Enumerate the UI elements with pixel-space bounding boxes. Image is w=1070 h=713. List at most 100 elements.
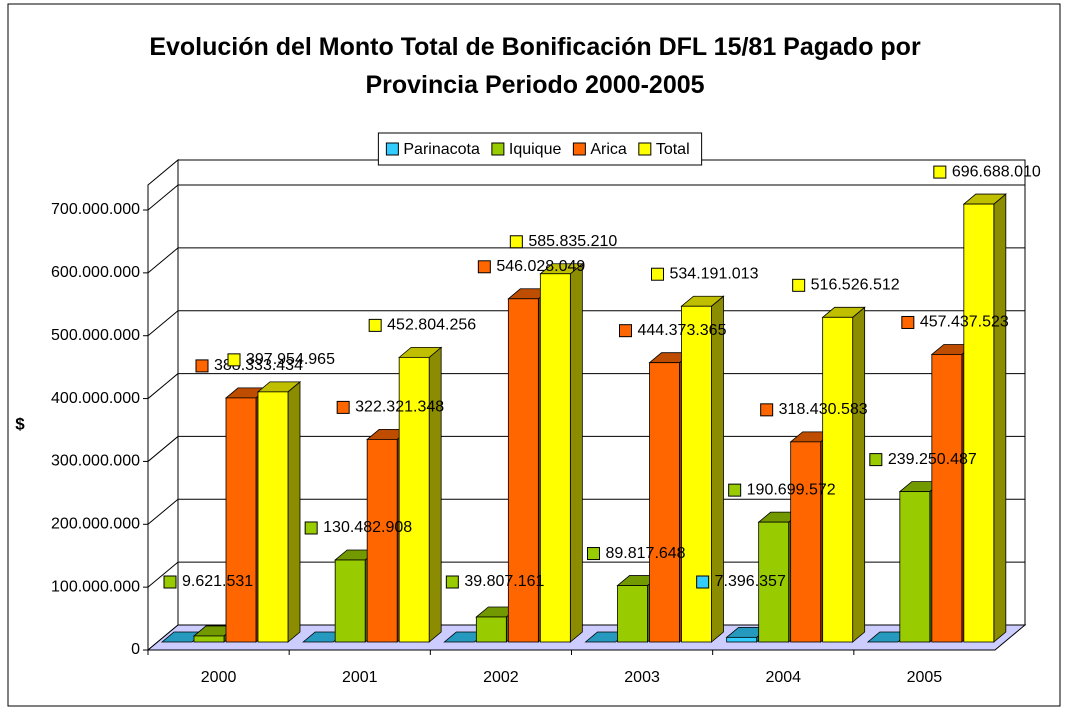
data-label-swatch (792, 278, 806, 292)
bar-face (507, 298, 539, 643)
data-label-swatch (304, 521, 318, 535)
data-label: 318.430.583 (779, 401, 868, 418)
bar-face (931, 354, 963, 643)
bar-face (475, 616, 507, 643)
legend-label: Parinacota (403, 141, 480, 158)
legend-swatch (385, 142, 399, 156)
data-label-swatch (619, 324, 632, 338)
data-label: 585.835.210 (528, 233, 617, 250)
bar-face (257, 391, 289, 643)
x-tick-label: 2001 (342, 669, 378, 686)
data-label-swatch (336, 400, 350, 414)
legend-swatch (638, 142, 652, 156)
grid-line (147, 310, 179, 337)
data-label-swatch (696, 575, 710, 589)
data-label: 546.028.049 (496, 258, 585, 275)
data-label-swatch (195, 359, 209, 373)
bar-face (225, 397, 257, 643)
bar-face (726, 636, 758, 643)
legend-label: Total (656, 141, 690, 158)
data-label-swatch (163, 575, 177, 589)
bar-face (398, 356, 430, 643)
bar (256, 381, 302, 643)
back-wall (177, 159, 1026, 626)
x-tick-label: 2003 (624, 669, 660, 686)
bar (821, 306, 866, 643)
bar-face (428, 346, 442, 643)
x-tick-label: 2005 (907, 669, 943, 686)
y-tick-label: 500.000.000 (51, 327, 140, 344)
data-label: 444.373.365 (638, 322, 727, 339)
data-label-swatch (477, 260, 491, 274)
y-tick-label: 600.000.000 (51, 264, 140, 281)
data-label-swatch (901, 315, 915, 329)
data-label-swatch (760, 403, 774, 417)
data-label: 7.396.357 (715, 573, 786, 590)
data-label-swatch (368, 318, 382, 332)
bar-face (790, 441, 822, 643)
data-label: 696.688.010 (952, 163, 1041, 180)
data-label-swatch (227, 353, 241, 367)
y-tick-label: 100.000.000 (51, 578, 140, 595)
bar-face (758, 521, 790, 643)
bar-face (287, 381, 301, 643)
bar-face (822, 316, 854, 643)
data-label-swatch (509, 235, 523, 249)
data-label-swatch (728, 483, 742, 497)
bar-face (681, 305, 712, 643)
data-label-swatch (587, 547, 600, 561)
data-label: 9.621.531 (182, 573, 253, 590)
bar (539, 262, 584, 643)
y-axis-label: $ (15, 414, 25, 433)
bar (398, 346, 443, 643)
data-label-swatch (933, 165, 947, 179)
bar-face (963, 203, 995, 643)
legend-label: Iquique (509, 141, 562, 158)
grid-line (147, 561, 179, 588)
grid-line (147, 498, 179, 525)
data-label: 130.482.908 (323, 519, 412, 536)
grid-line (147, 373, 179, 399)
x-tick-label: 2002 (483, 669, 519, 686)
data-label: 190.699.572 (747, 481, 836, 498)
data-label: 89.817.648 (606, 545, 686, 562)
data-label-swatch (445, 575, 459, 589)
bar-face (993, 193, 1007, 643)
data-label: 516.526.512 (811, 277, 900, 294)
bar-face (617, 585, 648, 643)
data-label: 322.321.348 (355, 399, 444, 416)
legend-label: Arica (590, 141, 627, 158)
data-label-swatch (869, 453, 883, 467)
y-tick-label: 700.000.000 (51, 201, 140, 218)
chart-title: Evolución del Monto Total de Bonificació… (149, 33, 921, 99)
data-label: 239.250.487 (888, 451, 977, 468)
x-tick-label: 2004 (765, 669, 801, 686)
y-tick-label: 200.000.000 (51, 516, 140, 533)
legend-swatch (572, 142, 586, 156)
data-label-swatch (651, 267, 664, 281)
x-tick-label: 2000 (201, 669, 237, 686)
grid-line (147, 184, 179, 211)
bar-face (366, 438, 398, 643)
bar-face (539, 273, 571, 643)
data-label: 534.191.013 (670, 265, 759, 282)
bar-face (852, 306, 866, 643)
bar-face (649, 362, 680, 643)
bar (962, 193, 1007, 643)
data-label: 397.954.965 (246, 351, 335, 368)
legend-swatch (491, 142, 505, 156)
y-tick-label: 300.000.000 (51, 453, 140, 470)
y-tick-label: 400.000.000 (51, 390, 140, 407)
bar-face (193, 635, 225, 643)
grid-line (147, 436, 179, 462)
bar-face (569, 262, 583, 643)
grid-line (147, 247, 179, 274)
data-label: 457.437.523 (920, 314, 1009, 331)
bar-face (899, 491, 931, 643)
bar (680, 295, 725, 643)
y-tick-label: 0 (131, 641, 140, 658)
bar-face (334, 559, 366, 643)
data-label: 39.807.161 (464, 573, 544, 590)
